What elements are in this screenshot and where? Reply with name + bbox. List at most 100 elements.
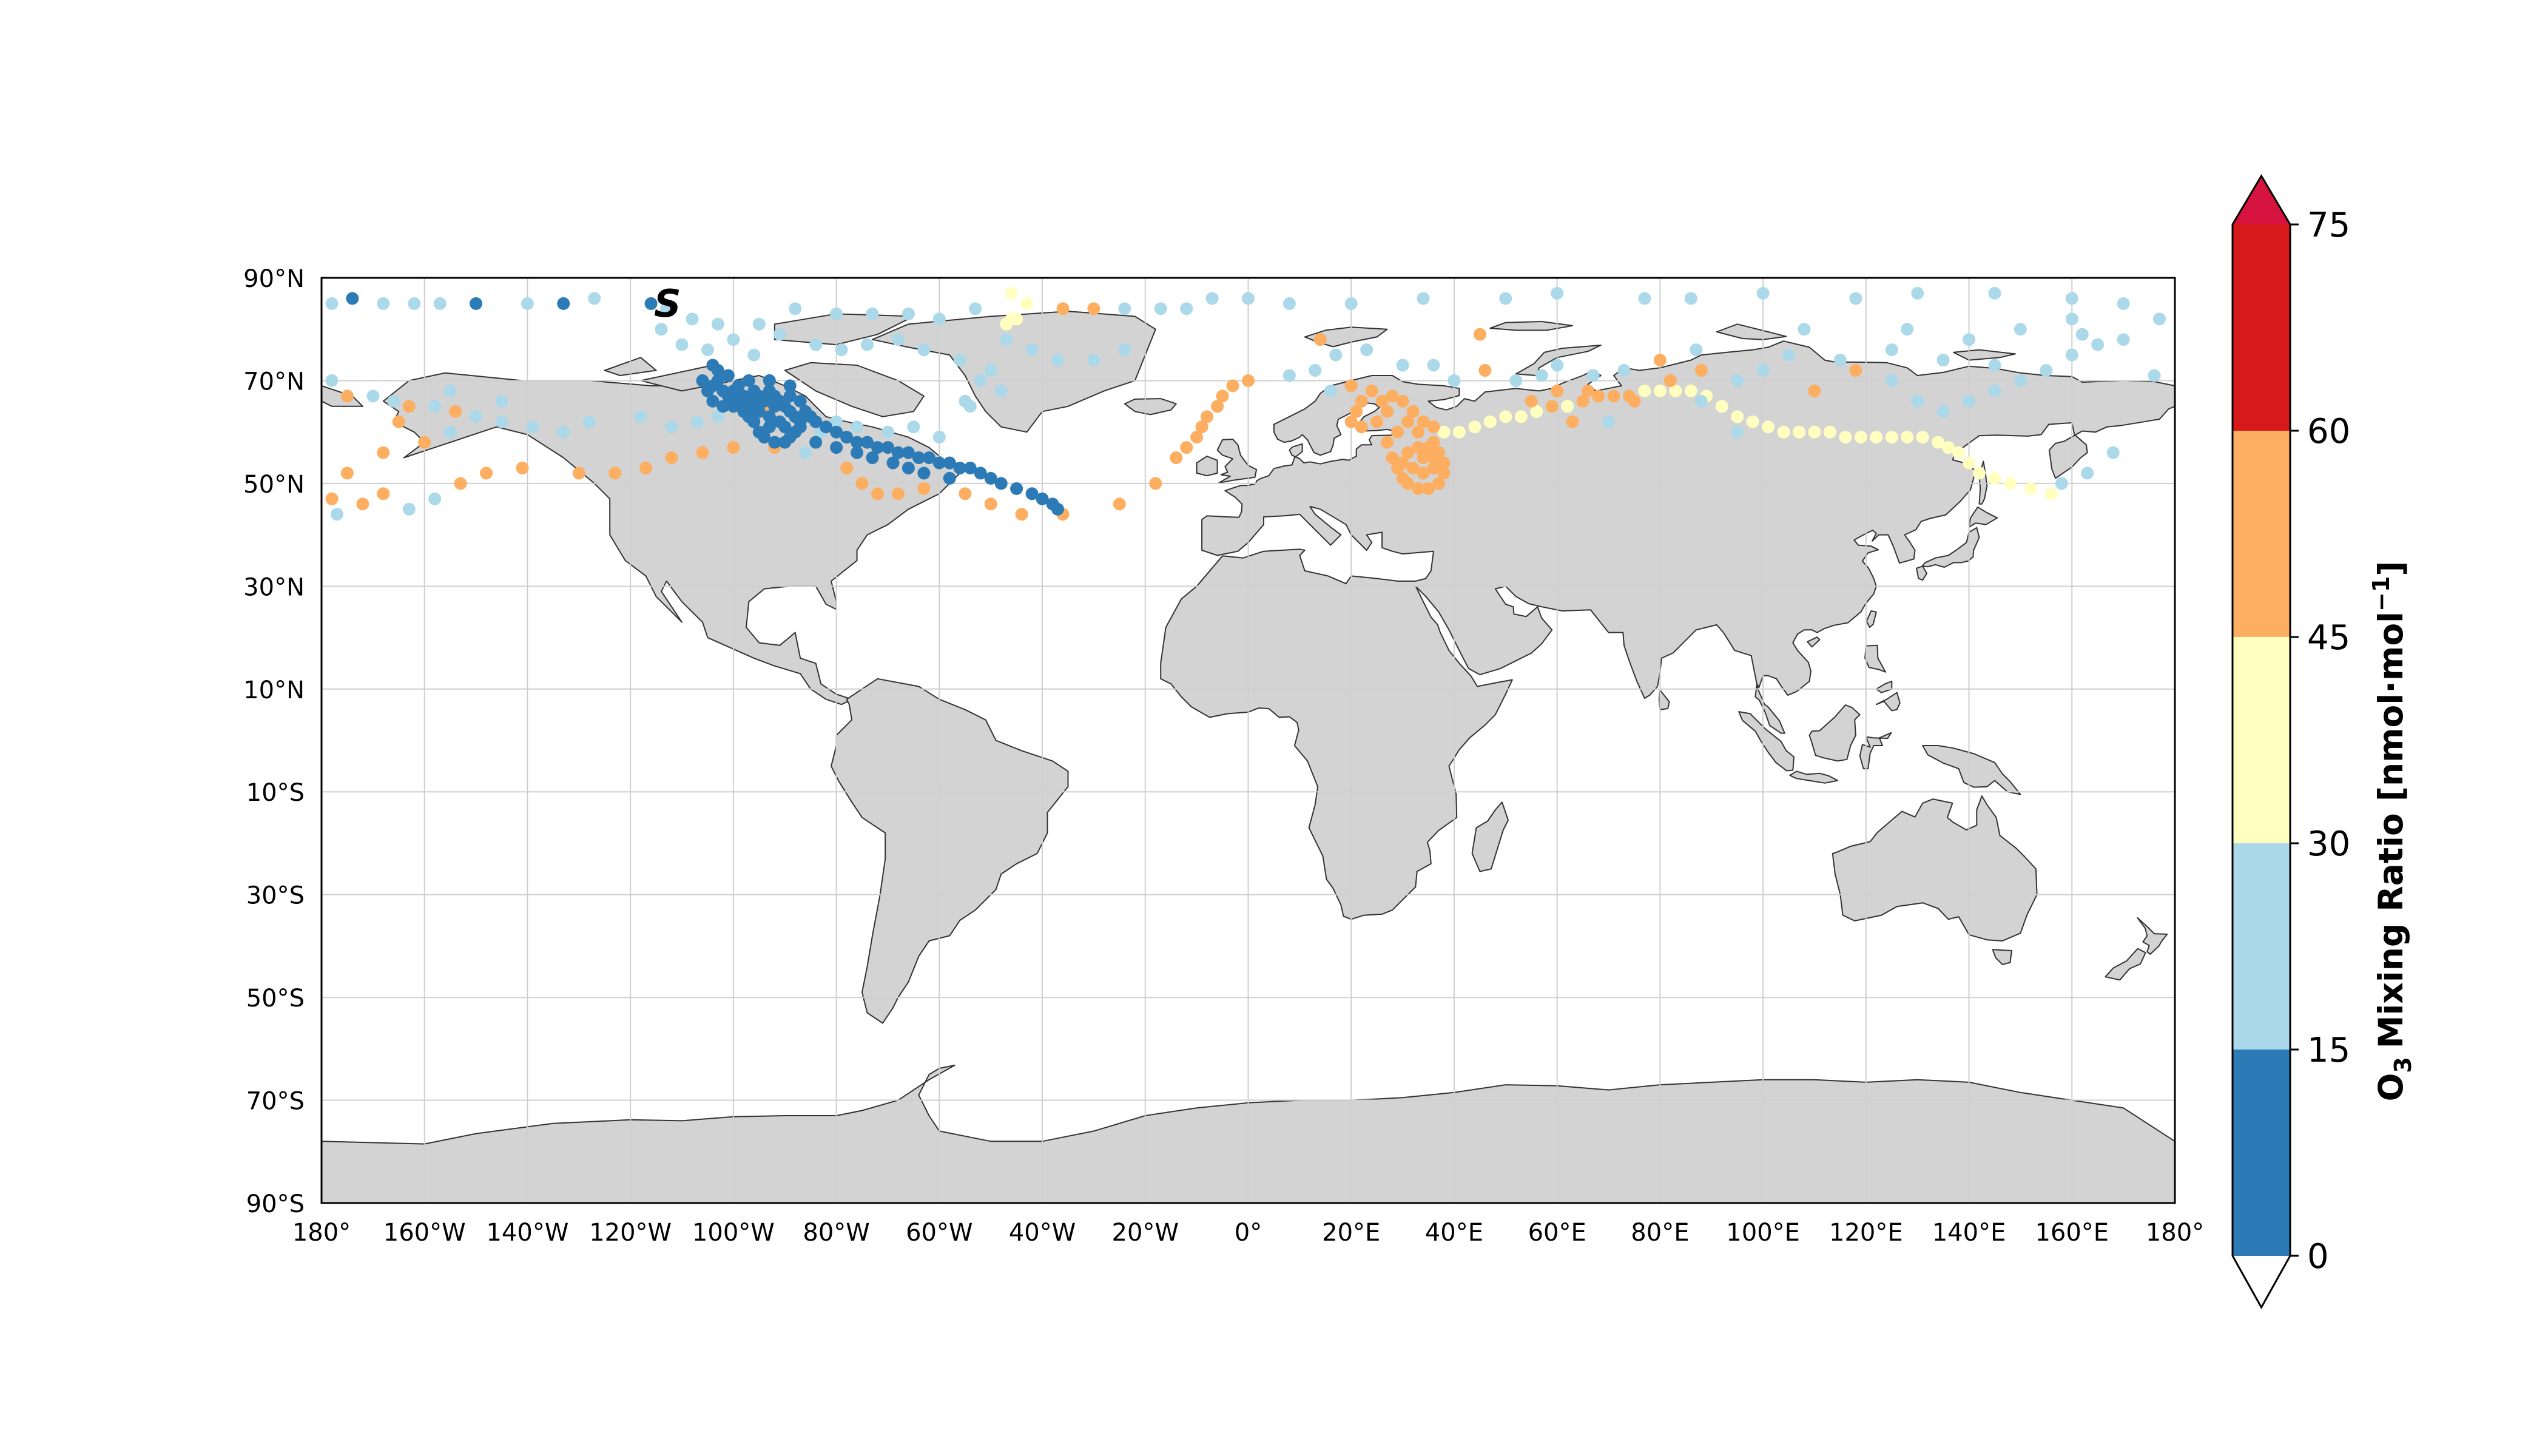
data-point [1216,389,1229,403]
data-point [1417,292,1430,305]
data-point [1916,431,1929,444]
data-point [1823,425,1836,439]
data-point [1412,482,1424,495]
data-point [1437,425,1451,439]
data-point [974,467,987,480]
colorbar-tick-label: 75 [2307,206,2350,245]
lon-tick-label: 180° [2146,1219,2204,1247]
lon-tick-label: 20°W [1112,1219,1179,1247]
data-point [953,462,966,474]
data-point [1936,405,1950,418]
data-point [917,482,931,495]
data-point [1535,369,1548,382]
data-point [1525,394,1538,408]
data-point [1839,431,1852,444]
data-point [1309,364,1322,377]
data-point [408,297,421,310]
data-point [1020,297,1034,310]
map-area [322,278,2175,1203]
data-point [1406,462,1420,474]
data-point [2014,323,2027,336]
data-point [902,307,915,320]
data-point [1901,431,1914,444]
data-point [783,389,797,403]
data-point [789,302,802,315]
data-point [608,467,622,480]
data-point [392,415,405,428]
data-point [1396,456,1409,470]
land-nz-south [2105,948,2146,981]
data-point [1412,425,1424,439]
land-borneo [1808,704,1861,762]
data-point [1401,446,1415,459]
colorbar-tick-label: 30 [2307,824,2350,864]
data-point [1551,286,1564,300]
data-point [1282,297,1296,310]
data-point [1370,415,1384,428]
data-point [994,477,1008,490]
data-point [701,343,714,357]
data-point [732,394,745,408]
lat-tick-label: 50°S [246,985,305,1013]
lon-tick-label: 120°E [1829,1219,1903,1247]
data-point [1427,420,1440,434]
data-point [1545,400,1559,413]
data-point [861,338,874,351]
data-point [356,497,369,511]
data-point [799,446,812,459]
data-point [2024,482,2037,495]
data-point [943,456,956,470]
data-point [917,343,931,357]
lon-tick-label: 180° [292,1219,351,1247]
data-point [1483,415,1497,428]
data-point [1478,364,1492,377]
land-hokkaido [1968,506,1998,528]
data-point [377,297,390,310]
data-point [984,471,997,485]
data-point [418,436,431,449]
lat-tick-label: 10°N [243,676,305,704]
data-point [1715,400,1728,413]
data-point [794,394,807,408]
data-point [706,359,720,372]
data-point [1582,384,1595,397]
data-point [1988,286,2001,300]
data-point [660,302,673,315]
data-point [1432,477,1445,490]
land-ireland [1196,456,1218,477]
data-point [1015,508,1028,521]
data-point [1386,451,1399,464]
colorbar-over-extension [2233,176,2290,224]
data-point [1242,292,1255,305]
data-point [1684,384,1697,397]
data-point [768,400,781,413]
data-point [1437,456,1451,470]
data-point [855,477,869,490]
data-point [1211,400,1224,413]
colorbar-tick-label: 15 [2307,1031,2350,1070]
data-point [840,462,854,474]
data-point [1195,420,1208,434]
data-point [732,379,745,393]
data-point [1051,502,1064,516]
data-point [2091,338,2105,351]
data-point [1396,394,1409,408]
data-point [706,379,720,393]
lat-tick-label: 50°N [243,471,305,499]
data-point [665,451,678,464]
ozone-points [325,286,2166,521]
data-point [1653,354,1667,367]
data-point [768,436,781,449]
data-point [696,374,709,387]
lon-tick-label: 140°W [486,1219,568,1247]
colorbar [2231,174,2291,1310]
data-point [1638,384,1651,397]
colorbar-under-extension [2233,1256,2290,1307]
data-point [1417,467,1430,480]
data-point [737,405,750,418]
data-point [557,425,570,439]
data-point [1051,354,1064,367]
data-point [1313,333,1327,346]
data-point [1561,400,1574,413]
data-point [1344,415,1358,428]
